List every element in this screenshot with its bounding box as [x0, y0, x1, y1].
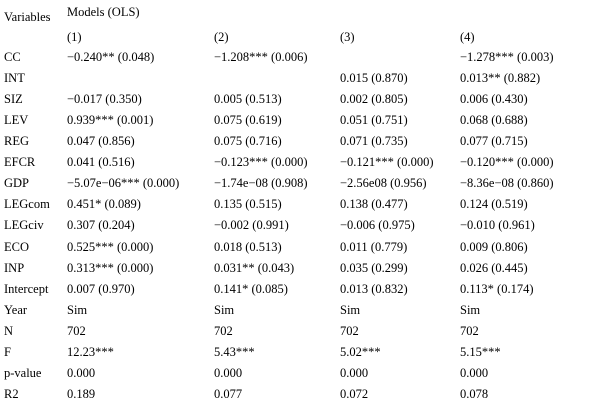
cell-value: Sim [340, 302, 361, 317]
cell-value: 0.307 (0.204) [67, 218, 135, 233]
cell-value: Sim [460, 302, 481, 317]
cell-value: −0.017 (0.350) [67, 92, 142, 107]
cell-value: 12.23*** [67, 344, 114, 359]
cell-value: 0.013** (0.882) [460, 71, 541, 86]
cell-value: 0.000 [460, 365, 489, 380]
cell-value: −2.56e08 (0.956) [340, 176, 427, 191]
column-header: (3) [340, 30, 355, 44]
row-label: CC [4, 50, 21, 64]
cell-value: 0.141* (0.085) [214, 281, 288, 296]
cell-value: 5.15*** [460, 344, 501, 359]
cell-value: −5.07e−06*** (0.000) [67, 176, 180, 191]
cell-value: 0.525*** (0.000) [67, 239, 154, 254]
cell-value: 0.006 (0.430) [460, 92, 528, 107]
cell-value: 0.075 (0.716) [214, 134, 282, 149]
cell-value: 0.047 (0.856) [67, 134, 135, 149]
cell-value: 0.031** (0.043) [214, 260, 295, 275]
cell-value: 0.451* (0.089) [67, 197, 141, 212]
cell-value: −0.010 (0.961) [460, 218, 535, 233]
cell-value: 0.078 [460, 386, 489, 401]
header-first: Variables [4, 10, 51, 24]
row-label: SIZ [4, 92, 23, 107]
row-label: R2 [4, 386, 19, 401]
row-label: INT [4, 71, 25, 86]
row-label: Intercept [4, 281, 49, 296]
column-header: (4) [460, 30, 475, 44]
column-header: (2) [214, 30, 229, 44]
cell-value: 0.007 (0.970) [67, 281, 135, 296]
cell-value: 0.026 (0.445) [460, 260, 528, 275]
cell-value: 0.005 (0.513) [214, 92, 282, 107]
cell-value: 702 [460, 323, 479, 338]
cell-value: −0.120*** (0.000) [460, 155, 554, 170]
cell-value: 5.43*** [214, 344, 255, 359]
cell-value: −1.74e−08 (0.908) [214, 176, 308, 191]
row-label: EFCR [4, 155, 36, 170]
cell-value: 0.009 (0.806) [460, 239, 528, 254]
cell-value: 0.035 (0.299) [340, 260, 408, 275]
cell-value: 0.135 (0.515) [214, 197, 282, 212]
cell-value: 0.071 (0.735) [340, 134, 408, 149]
cell-value: 5.02*** [340, 344, 381, 359]
row-label: INP [4, 260, 25, 275]
row-label: ECO [4, 239, 29, 254]
cell-value: 0.939*** (0.001) [67, 113, 154, 128]
cell-value: 0.075 (0.619) [214, 113, 282, 128]
cell-value: 702 [340, 323, 359, 338]
cell-value: 0.138 (0.477) [340, 197, 408, 212]
row-label: p-value [4, 365, 42, 380]
cell-value: −0.006 (0.975) [340, 218, 415, 233]
cell-value: −8.36e−08 (0.860) [460, 176, 554, 191]
row-label: GDP [4, 176, 30, 191]
cell-value: 0.189 [67, 386, 96, 401]
cell-value: 0.113* (0.174) [460, 281, 534, 296]
cell-value: −1.208*** (0.006) [214, 50, 308, 64]
cell-value: 0.313*** (0.000) [67, 260, 154, 275]
cell-value: −0.240** (0.048) [67, 50, 155, 64]
cell-value: 0.015 (0.870) [340, 71, 408, 86]
cell-value: 0.000 [214, 365, 243, 380]
row-label: LEGcom [4, 197, 50, 212]
cell-value: Sim [67, 302, 88, 317]
column-header: (1) [67, 30, 82, 44]
header-group: Models (OLS) [67, 5, 140, 19]
cell-value: 0.077 (0.715) [460, 134, 528, 149]
row-label: F [4, 344, 11, 359]
cell-value: 0.072 [340, 386, 369, 401]
cell-value: 0.011 (0.779) [340, 239, 408, 254]
row-label: LEGciv [4, 218, 44, 233]
cell-value: 0.077 [214, 386, 243, 401]
cell-value: 0.000 [340, 365, 369, 380]
cell-value: 0.041 (0.516) [67, 155, 135, 170]
cell-value: −0.123*** (0.000) [214, 155, 308, 170]
cell-value: 0.124 (0.519) [460, 197, 528, 212]
cell-value: 0.018 (0.513) [214, 239, 282, 254]
row-label: N [4, 323, 14, 338]
cell-value: 702 [67, 323, 86, 338]
cell-value: 0.068 (0.688) [460, 113, 528, 128]
row-label: REG [4, 134, 29, 149]
cell-value: 0.013 (0.832) [340, 281, 408, 296]
cell-value: 0.051 (0.751) [340, 113, 408, 128]
row-label: Year [4, 302, 28, 317]
cell-value: −0.121*** (0.000) [340, 155, 434, 170]
cell-value: −1.278*** (0.003) [460, 50, 554, 64]
row-label: LEV [4, 113, 29, 128]
cell-value: 0.002 (0.805) [340, 92, 408, 107]
cell-value: −0.002 (0.991) [214, 218, 289, 233]
cell-value: 0.000 [67, 365, 96, 380]
cell-value: Sim [214, 302, 235, 317]
cell-value: 702 [214, 323, 233, 338]
